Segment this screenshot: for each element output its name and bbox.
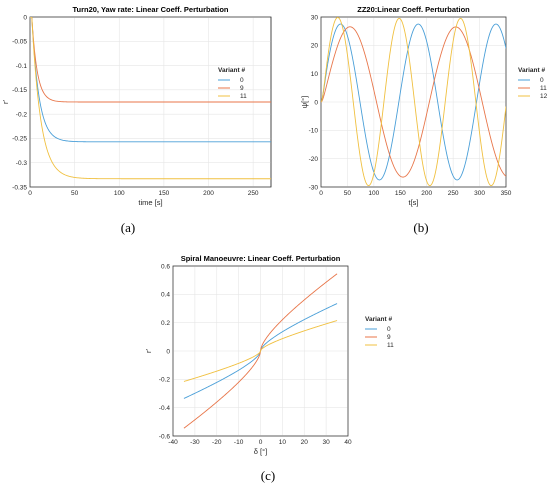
legend-entry: 11 [540,85,547,92]
legend-title: Variant # [365,316,392,323]
series-line-11 [183,320,338,382]
series-line-12 [321,17,506,187]
x-tick-label: -40 [168,439,178,446]
x-tick-label: 50 [344,190,352,197]
x-tick-label: -20 [212,439,222,446]
panel-caption: (a) [121,220,135,235]
x-tick-label: 350 [501,190,512,197]
y-tick-label: -0.35 [12,184,27,191]
legend-entry: 0 [387,326,391,333]
x-tick-label: 10 [279,439,287,446]
x-axis-label: time [s] [138,198,162,207]
x-tick-label: 50 [71,190,79,197]
series-line-9 [30,17,271,103]
chart-title: ZZ20:Linear Coeff. Perturbation [357,5,470,14]
x-tick-label: 200 [421,190,432,197]
y-tick-label: 10 [311,71,319,78]
y-tick-label: 0 [166,348,170,355]
x-tick-label: -10 [234,439,244,446]
y-tick-label: -10 [309,128,319,135]
panel-caption: (c) [261,468,275,483]
y-tick-label: 0.2 [161,320,170,327]
legend-entry: 9 [240,85,244,92]
x-tick-label: 150 [158,190,169,197]
y-tick-label: -0.25 [12,136,27,143]
y-axis-label: r′ [144,348,153,352]
series-line-11 [321,26,506,178]
y-tick-label: -0.15 [12,87,27,94]
x-tick-label: 40 [344,439,352,446]
x-tick-label: 250 [248,190,259,197]
chart-panel-1: 0 50 100 150 200 250 0 -0.05 -0.1 -0.15 -0.2 -0.25 -… [1,5,272,235]
x-tick-label: 0 [319,190,323,197]
y-tick-label: -0.1 [16,63,28,70]
panel-caption: (b) [413,220,428,235]
x-tick-label: -30 [190,439,200,446]
x-tick-label: 0 [28,190,32,197]
series-line-11 [30,17,271,180]
y-tick-label: -30 [309,184,319,191]
y-tick-label: -0.6 [159,433,171,440]
y-tick-label: 0 [314,99,318,106]
chart-panel-2: 0 50 100 150 200 250 300 3503020100-10-20-30ZZ2… [300,5,548,235]
x-tick-label: 20 [301,439,309,446]
y-tick-label: -0.05 [12,39,27,46]
legend-title: Variant # [518,67,545,74]
chart-title: Spiral Manoeuvre: Linear Coeff. Perturba… [181,254,341,263]
y-axis-label: ψ[°] [300,96,309,109]
y-tick-label: 30 [311,14,319,21]
chart-title: Turn20, Yaw rate: Linear Coeff. Perturba… [72,5,228,14]
x-tick-label: 250 [448,190,459,197]
legend-entry: 11 [387,342,394,349]
legend-title: Variant # [218,67,245,74]
y-tick-label: 0.4 [161,292,170,299]
x-tick-label: 100 [368,190,379,197]
x-tick-label: 30 [323,439,331,446]
y-tick-label: -0.2 [159,377,171,384]
legend-entry: 0 [240,77,244,84]
x-axis-label: δ [°] [254,447,267,456]
legend-entry: 9 [387,334,391,341]
y-tick-label: -20 [309,156,319,163]
legend-entry: 11 [240,93,247,100]
y-tick-label: -0.4 [159,405,171,412]
chart-panel-3: -40 -30 -20 -10 0 10 20 30 40 0.6 0.4 0.2 0 -0.2 -0.4 -… [144,254,394,483]
y-tick-label: 0 [23,14,27,21]
y-tick-label: -0.2 [16,111,28,118]
x-tick-label: 0 [259,439,263,446]
legend-entry: 0 [540,77,544,84]
series-line-0 [321,23,506,181]
plot-frame [172,265,349,437]
y-axis-label: r′ [1,99,10,103]
x-tick-label: 300 [474,190,485,197]
y-tick-label: 0.6 [161,263,170,270]
legend-entry: 12 [540,93,548,100]
series-line-0 [30,17,271,143]
x-tick-label: 150 [395,190,406,197]
x-tick-label: 200 [203,190,214,197]
y-tick-label: -0.3 [16,160,28,167]
x-axis-label: t[s] [408,198,418,207]
y-tick-label: 20 [311,43,319,50]
x-tick-label: 100 [114,190,125,197]
